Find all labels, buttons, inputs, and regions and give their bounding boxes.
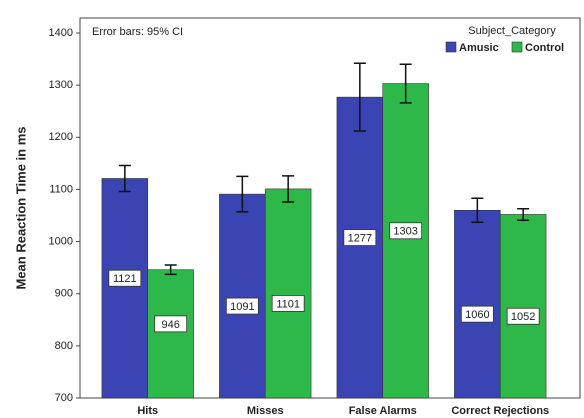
y-tick-label: 1100 — [49, 183, 73, 195]
legend-title: Subject_Category — [468, 25, 556, 37]
y-tick-label: 1000 — [49, 235, 73, 247]
value-label: 946 — [161, 319, 179, 331]
bar — [382, 83, 429, 399]
y-axis-label: Mean Reaction Time in ms — [13, 126, 28, 289]
error-bar — [353, 62, 366, 132]
bar — [454, 209, 501, 399]
bar — [264, 188, 312, 399]
y-tick-label: 900 — [55, 288, 73, 300]
bar — [147, 269, 194, 399]
value-label-box — [343, 229, 377, 246]
bar — [101, 178, 149, 399]
bar — [499, 214, 547, 399]
legend-swatch — [511, 41, 523, 53]
value-label-box — [108, 269, 142, 287]
annotation: Error bars: 95% CI — [92, 26, 183, 38]
y-tick-label: 1300 — [49, 79, 73, 91]
value-label: 1060 — [465, 309, 489, 321]
x-tick-label: Misses — [247, 405, 284, 417]
value-label: 1052 — [511, 311, 535, 323]
error-bar — [471, 197, 484, 224]
y-tick-label: 1200 — [49, 131, 73, 143]
x-tick-label: Hits — [137, 405, 158, 417]
value-label-box — [271, 295, 305, 312]
value-label: 1303 — [393, 226, 417, 238]
value-label-box — [506, 307, 540, 325]
value-label-box — [389, 222, 423, 240]
error-bar — [282, 175, 295, 203]
value-label: 1091 — [230, 301, 254, 313]
error-bar — [236, 175, 249, 213]
error-bar — [399, 63, 412, 104]
y-tick-label: 700 — [55, 392, 73, 404]
bar — [219, 193, 266, 399]
y-tick-label: 800 — [55, 340, 73, 352]
value-label: 1121 — [113, 273, 137, 285]
bar — [336, 96, 384, 399]
x-tick-label: Correct Rejections — [451, 405, 549, 417]
x-tick-label: False Alarms — [349, 405, 417, 417]
value-label: 1277 — [348, 232, 372, 244]
legend-label: Control — [525, 42, 564, 54]
legend-label: Amusic — [459, 42, 499, 54]
value-label-box — [154, 315, 188, 333]
value-label-box — [225, 297, 259, 315]
legend-swatch — [445, 41, 457, 53]
error-bar — [517, 207, 530, 221]
y-tick-label: 1400 — [49, 27, 73, 39]
value-label-box — [460, 305, 494, 323]
value-label: 1101 — [276, 298, 300, 310]
error-bar — [164, 264, 177, 276]
error-bar — [118, 164, 131, 193]
